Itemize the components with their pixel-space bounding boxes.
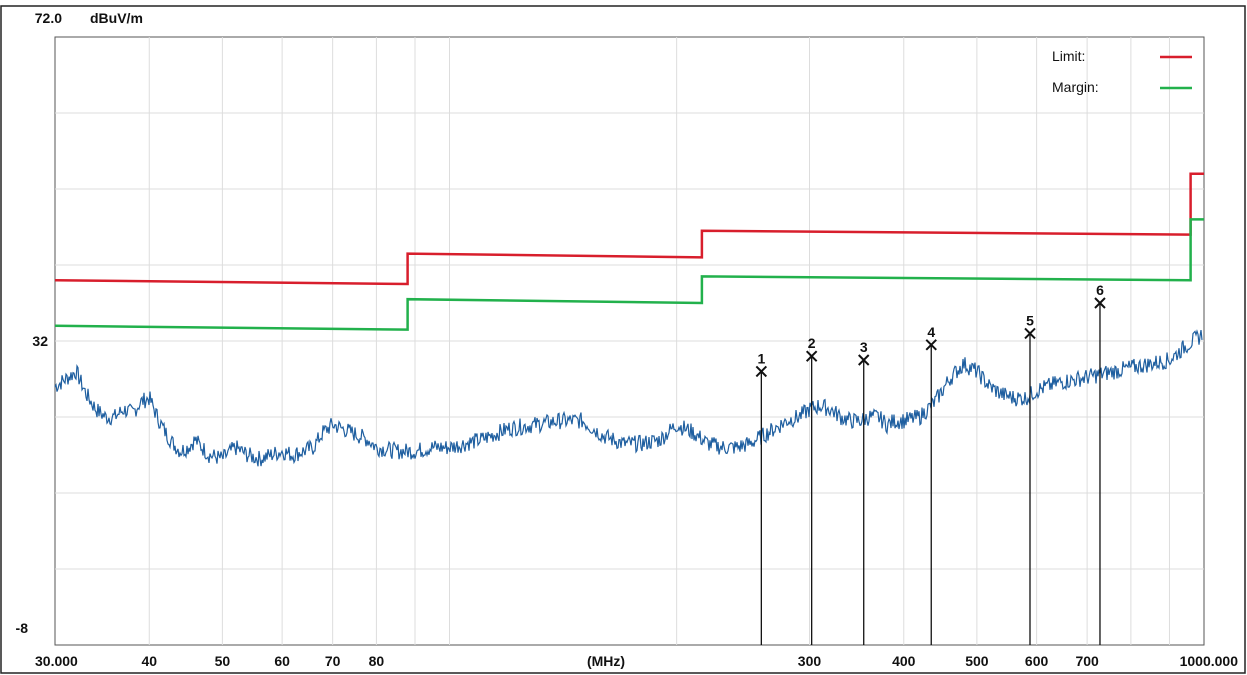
y-tick-label: 32	[32, 333, 48, 349]
x-axis-unit: (MHz)	[587, 653, 625, 669]
marker-label: 1	[757, 350, 765, 366]
marker-label: 2	[808, 335, 816, 351]
x-tick-label: 40	[141, 653, 157, 669]
marker-cross	[858, 354, 870, 366]
window-frame	[0, 5, 1246, 674]
marker-cross	[1094, 297, 1106, 309]
marker-cross	[1024, 327, 1036, 340]
y-tick-label: 72.0	[35, 10, 62, 26]
y-tick-label: -8	[16, 620, 29, 636]
x-tick-label: 70	[325, 653, 341, 669]
margin-line	[54, 218, 1204, 331]
x-tick-label: 400	[892, 653, 916, 669]
marker-label: 6	[1096, 282, 1104, 298]
legend: Limit: Margin:	[1052, 48, 1192, 95]
x-tick-label: 700	[1075, 653, 1099, 669]
x-tick-labels: 30.000 40 50 60 70 80 300 400 500 600 700 1000.000	[35, 653, 1238, 669]
x-tick-label: 1000.000	[1180, 653, 1239, 669]
x-tick-label: 30.000	[35, 653, 78, 669]
x-tick-label: 500	[965, 653, 989, 669]
marker-cross	[755, 365, 768, 378]
y-axis-unit: dBuV/m	[90, 10, 143, 26]
series-layer	[54, 172, 1204, 467]
marker-label: 3	[860, 339, 868, 355]
limit-line	[54, 172, 1204, 286]
measurement-trace	[54, 329, 1203, 467]
x-tick-label: 80	[369, 653, 385, 669]
grid	[55, 37, 1204, 645]
marker-cross	[925, 339, 937, 351]
x-tick-label: 60	[274, 653, 290, 669]
x-tick-label: 50	[215, 653, 231, 669]
marker-layer: 1 2 3 4 5 6	[755, 282, 1106, 645]
x-tick-label: 300	[798, 653, 822, 669]
marker-label: 5	[1026, 312, 1034, 328]
marker-label: 4	[927, 324, 935, 340]
marker-cross	[805, 350, 818, 362]
legend-limit-label: Limit:	[1052, 48, 1085, 64]
legend-margin-label: Margin:	[1052, 79, 1099, 95]
y-tick-labels: 72.0 32 -8	[16, 10, 63, 636]
x-tick-label: 600	[1025, 653, 1049, 669]
